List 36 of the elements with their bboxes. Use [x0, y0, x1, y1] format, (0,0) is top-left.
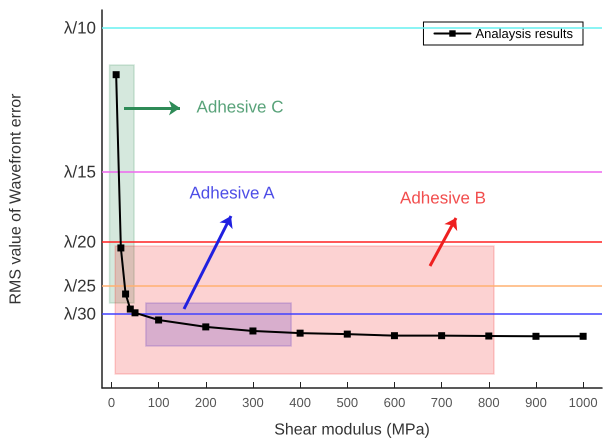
point [485, 332, 492, 340]
x-tick-label: 700 [430, 395, 452, 410]
x-tick-label: 400 [289, 395, 311, 410]
x-tick-label: 200 [194, 395, 217, 410]
point [390, 332, 398, 340]
ref-line-label: λ/15 [64, 162, 96, 182]
x-tick-label: 0 [108, 395, 116, 410]
x-tick-label: 800 [478, 395, 500, 410]
legend-label: Analaysis results [475, 26, 574, 41]
ref-line-label: λ/25 [64, 276, 96, 296]
x-axis-title: Shear modulus (MPa) [274, 422, 430, 438]
point [532, 332, 540, 340]
point [117, 244, 124, 252]
point [249, 327, 256, 334]
point [122, 290, 130, 298]
point [296, 330, 304, 337]
annotation: Adhesive A [189, 184, 276, 202]
x-tick-label: 500 [336, 395, 358, 410]
point [132, 309, 139, 316]
x-tick-label: 100 [148, 395, 170, 410]
ref-line-label: λ/20 [64, 232, 96, 252]
x-tick-label: 1000 [568, 395, 598, 410]
x-tick-label: 300 [242, 395, 264, 410]
ref-line-label: λ/30 [64, 304, 96, 324]
point [438, 332, 446, 340]
annotation: Adhesive C [196, 98, 284, 116]
point [344, 330, 351, 338]
point [202, 323, 210, 330]
x-tick-label: 600 [384, 395, 406, 410]
y-axis-title: RMS value of Wavefront error [8, 92, 24, 305]
ref-line-label: λ/10 [64, 18, 96, 38]
point [580, 332, 587, 340]
x-tick-label: 900 [525, 395, 547, 410]
annotation: Adhesive B [400, 188, 486, 208]
point [155, 316, 162, 324]
point [112, 71, 120, 78]
